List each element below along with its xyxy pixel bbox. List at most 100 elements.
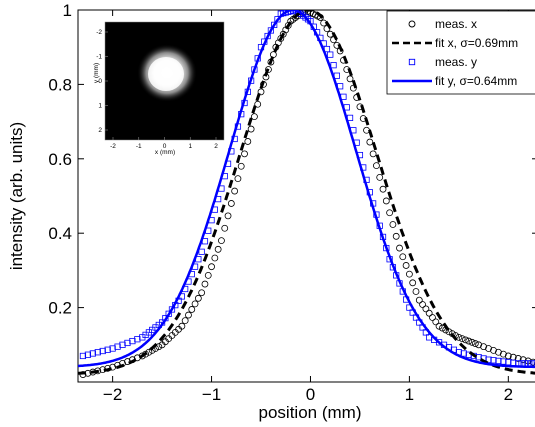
data-point-meas-y <box>79 352 87 360</box>
data-point-meas-x <box>194 294 202 302</box>
data-point-meas-x <box>138 352 146 360</box>
tick-layer: −2 −1 0 1 2 0.2 0.4 0.6 0.8 1 <box>48 1 535 404</box>
data-point-meas-x <box>480 343 487 351</box>
inset-y-label: y (mm) <box>93 63 100 83</box>
legend: meas. x fit x, σ=0.69mm meas. y fit y, σ=0.… <box>386 10 535 95</box>
data-point-meas-x <box>191 300 199 308</box>
data-point-meas-x <box>386 209 394 217</box>
data-point-meas-y <box>500 358 507 365</box>
data-point-meas-x <box>373 162 380 170</box>
x-tick-label: −2 <box>103 385 122 404</box>
data-point-meas-x <box>465 337 473 345</box>
legend-marker-meas-y <box>408 58 416 66</box>
data-point-meas-x <box>382 197 390 205</box>
data-point-meas-x <box>188 306 196 313</box>
data-point-meas-y <box>109 345 116 352</box>
inset-beam-image: -2 -1 0 1 2 -2 -1 0 1 2 x (mm) y (mm) <box>93 20 225 156</box>
data-point-meas-x <box>214 245 222 253</box>
data-point-meas-x <box>218 237 225 245</box>
data-point-meas-x <box>415 296 423 304</box>
inset-x-tick-label: 2 <box>214 143 218 150</box>
data-point-meas-x <box>399 253 407 261</box>
data-point-meas-x <box>204 271 212 279</box>
data-point-meas-y <box>198 248 205 255</box>
data-point-meas-x <box>178 322 186 330</box>
data-point-meas-y <box>495 357 502 365</box>
data-point-meas-x <box>422 305 430 313</box>
data-point-meas-y <box>327 51 334 58</box>
data-point-meas-x <box>504 352 512 360</box>
data-point-meas-x <box>198 289 206 297</box>
data-point-meas-x <box>251 113 258 121</box>
y-tick-label: 0.4 <box>48 224 72 243</box>
data-point-meas-x <box>490 346 497 354</box>
data-point-meas-y <box>99 347 106 355</box>
data-point-meas-x <box>529 358 535 366</box>
legend-label: meas. x <box>435 17 477 31</box>
x-tick-label: 2 <box>504 385 513 404</box>
data-point-meas-x <box>109 363 117 371</box>
data-point-meas-y <box>271 21 278 28</box>
data-point-meas-x <box>396 244 403 252</box>
data-point-meas-x <box>495 348 502 356</box>
data-point-meas-x <box>389 221 397 228</box>
x-tick-label: −1 <box>202 385 221 404</box>
data-point-meas-x <box>234 175 242 183</box>
data-point-meas-x <box>409 279 417 287</box>
data-point-meas-x <box>181 317 189 325</box>
data-point-meas-y <box>490 357 497 364</box>
y-tick-label: 0.8 <box>48 75 72 94</box>
data-point-meas-x <box>514 355 522 362</box>
y-tick-label: 1 <box>63 1 72 20</box>
data-point-meas-x <box>241 150 248 158</box>
data-point-meas-y <box>134 336 141 343</box>
data-point-meas-y <box>129 337 136 345</box>
data-point-meas-x <box>185 311 192 319</box>
data-point-meas-x <box>379 185 387 193</box>
data-point-meas-x <box>405 270 413 278</box>
inset-x-tick-label: -1 <box>136 143 142 150</box>
data-point-meas-y <box>89 350 96 357</box>
legend-label: meas. y <box>435 55 477 69</box>
data-point-meas-x <box>458 335 466 343</box>
legend-marker-meas-x <box>408 20 416 28</box>
y-tick-label: 0.6 <box>48 150 72 169</box>
data-point-meas-y <box>282 10 289 16</box>
data-point-meas-x <box>468 338 476 346</box>
data-point-meas-x <box>237 162 245 170</box>
legend-label: fit y, σ=0.64mm <box>435 74 517 88</box>
data-layer <box>78 10 535 378</box>
legend-items: meas. x fit x, σ=0.69mm meas. y fit y, σ=0.… <box>392 17 518 88</box>
inset-x-tick-label: -2 <box>110 143 116 150</box>
inset-x-tick-label: 0 <box>163 143 167 150</box>
data-point-meas-x <box>369 150 377 158</box>
data-point-meas-x <box>475 341 483 349</box>
data-point-meas-x <box>519 356 527 364</box>
data-point-meas-x <box>224 212 232 220</box>
x-tick-label: 0 <box>306 385 315 404</box>
data-point-meas-y <box>94 349 101 356</box>
inset-y-tick-label: 1 <box>98 103 102 110</box>
inset-y-tick-label: -2 <box>96 29 102 36</box>
data-point-meas-x <box>366 138 374 146</box>
inset-y-tick-label: 0 <box>98 78 102 85</box>
data-point-meas-y <box>84 351 91 358</box>
data-point-meas-x <box>221 224 229 232</box>
inset-y-tick-label: 2 <box>98 127 102 134</box>
legend-label: fit x, σ=0.69mm <box>435 36 518 50</box>
data-point-meas-x <box>257 88 265 96</box>
data-point-meas-x <box>247 125 255 133</box>
data-point-meas-y <box>485 356 492 363</box>
data-point-meas-y <box>460 350 467 357</box>
series-line-fit-y <box>78 10 535 369</box>
inset-y-tick-label: -1 <box>96 54 102 61</box>
data-point-meas-x <box>376 173 384 181</box>
data-point-meas-x <box>435 322 443 330</box>
inset-beam-core <box>148 57 184 91</box>
data-point-meas-x <box>231 187 239 195</box>
data-point-meas-x <box>201 280 209 288</box>
data-point-meas-y <box>114 343 121 350</box>
data-point-meas-x <box>402 262 410 269</box>
y-axis-label: intensity (arb. units) <box>7 122 26 270</box>
inset-x-label: x (mm) <box>155 149 175 156</box>
